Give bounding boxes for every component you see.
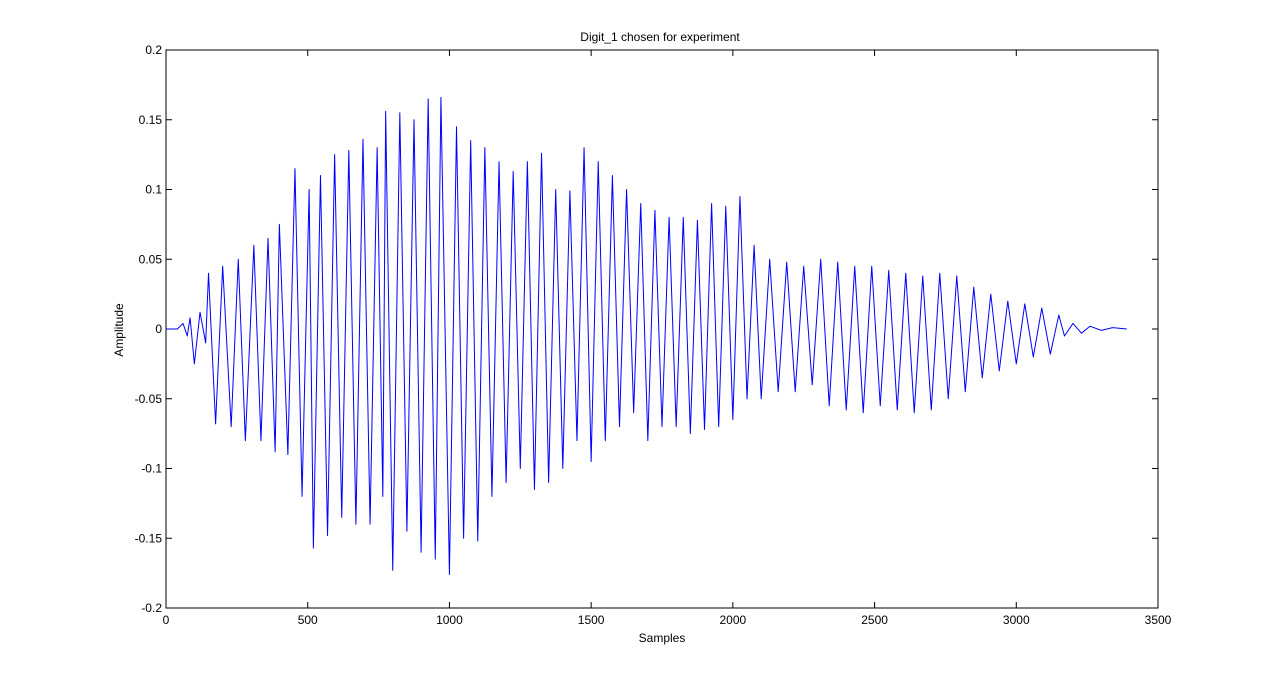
y-tick-label: -0.1 [141, 462, 162, 476]
y-tick-label: -0.05 [135, 392, 163, 406]
x-tick-label: 1000 [436, 613, 463, 627]
axis-ticks: 0 500 1000 1500 2000 2500 3000 3500 -0.2 -0.15 -0.… [135, 43, 1172, 627]
y-tick-label: 0 [155, 322, 162, 336]
plot-frame [165, 49, 1159, 609]
x-tick-label: 3000 [1003, 613, 1030, 627]
y-tick-label: -0.15 [135, 531, 163, 545]
x-tick-label: 3500 [1145, 613, 1172, 627]
y-axis-label: Amplitude [112, 303, 126, 357]
x-axis-label: Samples [639, 631, 686, 645]
x-tick-label: 0 [163, 613, 170, 627]
x-tick-label: 2000 [720, 613, 747, 627]
x-tick-label: 2500 [861, 613, 888, 627]
y-tick-label: 0.2 [145, 43, 162, 57]
x-tick-label: 1500 [578, 613, 605, 627]
y-tick-label: 0.15 [139, 113, 163, 127]
y-tick-label: 0.05 [139, 252, 163, 266]
chart-title: Digit_1 chosen for experiment [580, 30, 740, 44]
series-layer [166, 96, 1127, 576]
x-tick-label: 500 [298, 613, 318, 627]
plot-background [166, 50, 1158, 608]
series-line [166, 96, 1127, 576]
y-tick-label: 0.1 [145, 183, 162, 197]
y-tick-label: -0.2 [141, 601, 162, 615]
